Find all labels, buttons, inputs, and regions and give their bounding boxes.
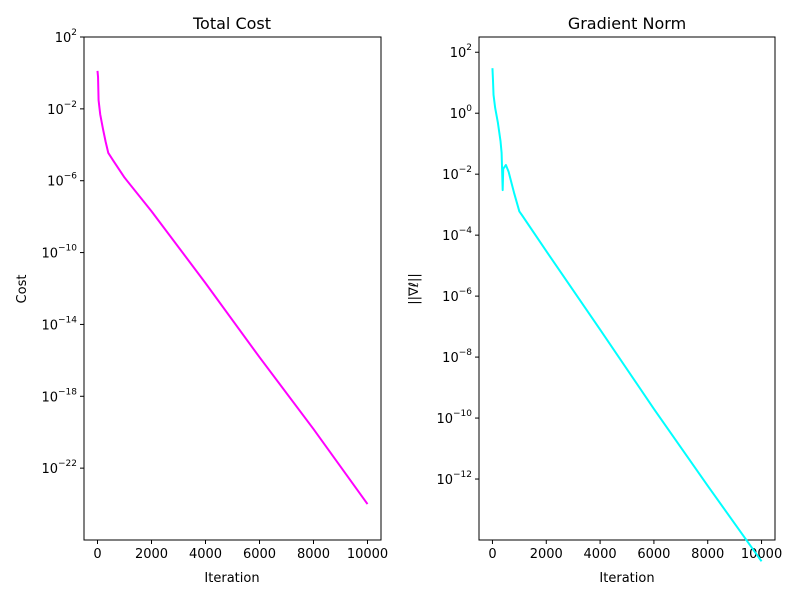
total-cost-xlabel: Iteration (204, 571, 259, 586)
gradient-norm-ytick-label: 10−10 (436, 409, 472, 427)
total-cost-title: Total Cost (192, 14, 271, 33)
gradient-norm-xtick-label: 6000 (637, 547, 670, 562)
total-cost-ytick-label: 10−22 (41, 459, 77, 477)
gradient-norm-xtick-label: 8000 (691, 547, 724, 562)
gradient-norm-xtick-label: 4000 (584, 547, 617, 562)
total-cost-ticks: 0 2000 4000 6000 8000 10000 102 10−2 10−6 10−10 10… (41, 28, 388, 562)
gradient-norm-ytick-label: 10−8 (442, 348, 472, 366)
total-cost-xtick-label: 4000 (189, 547, 222, 562)
gradient-norm-ytick-label: 100 (450, 104, 473, 122)
total-cost-ytick-label: 10−18 (41, 387, 77, 405)
gradient-norm-title: Gradient Norm (568, 14, 686, 33)
gradient-norm-lines (491, 68, 763, 562)
total-cost-ylabel: Cost (15, 275, 30, 304)
total-cost-xtick-label: 8000 (297, 547, 330, 562)
total-cost-plot-area (83, 36, 382, 541)
total-cost-xtick-label: 0 (93, 547, 101, 562)
gradient-norm-ytick-label: 102 (450, 43, 472, 61)
total-cost-xtick-label: 10000 (347, 547, 388, 562)
total-cost-ytick-label: 102 (55, 28, 77, 46)
total-cost-ytick-label: 10−14 (41, 315, 77, 333)
gradient-norm-ylabel: ||∇ℓ|| (407, 273, 422, 305)
gradient-norm-ytick-label: 10−12 (436, 470, 472, 488)
gradient-norm-plot-area (478, 36, 776, 541)
gradient-norm-ticks: 0 2000 4000 6000 8000 10000 102 100 10−2 10−4 10−6… (436, 43, 782, 562)
gradient-norm-xtick-label: 0 (488, 547, 496, 562)
total-cost-ytick-label: 10−2 (47, 100, 77, 118)
gradient-norm-ytick-label: 10−6 (442, 287, 472, 305)
gradient-norm-ytick-label: 10−2 (442, 165, 472, 183)
total-cost-axes: Total Cost Iteration Cost 0 2000 4000 6000 8… (15, 14, 388, 586)
total-cost-xtick-label: 2000 (135, 547, 168, 562)
total-cost-ytick-label: 10−6 (47, 172, 77, 190)
gradient-norm-xtick-label: 2000 (530, 547, 563, 562)
total-cost-lines (96, 70, 369, 505)
gradient-norm-series-line (491, 68, 763, 562)
gradient-norm-axes: Gradient Norm Iteration ||∇ℓ|| 0 2000 4000… (407, 14, 782, 586)
gradient-norm-xlabel: Iteration (599, 571, 654, 586)
total-cost-series-line (96, 70, 369, 505)
total-cost-xtick-label: 6000 (243, 547, 276, 562)
gradient-norm-ytick-label: 10−4 (442, 226, 472, 244)
total-cost-ytick-label: 10−10 (41, 244, 77, 262)
gradient-norm-xtick-label: 10000 (741, 547, 782, 562)
